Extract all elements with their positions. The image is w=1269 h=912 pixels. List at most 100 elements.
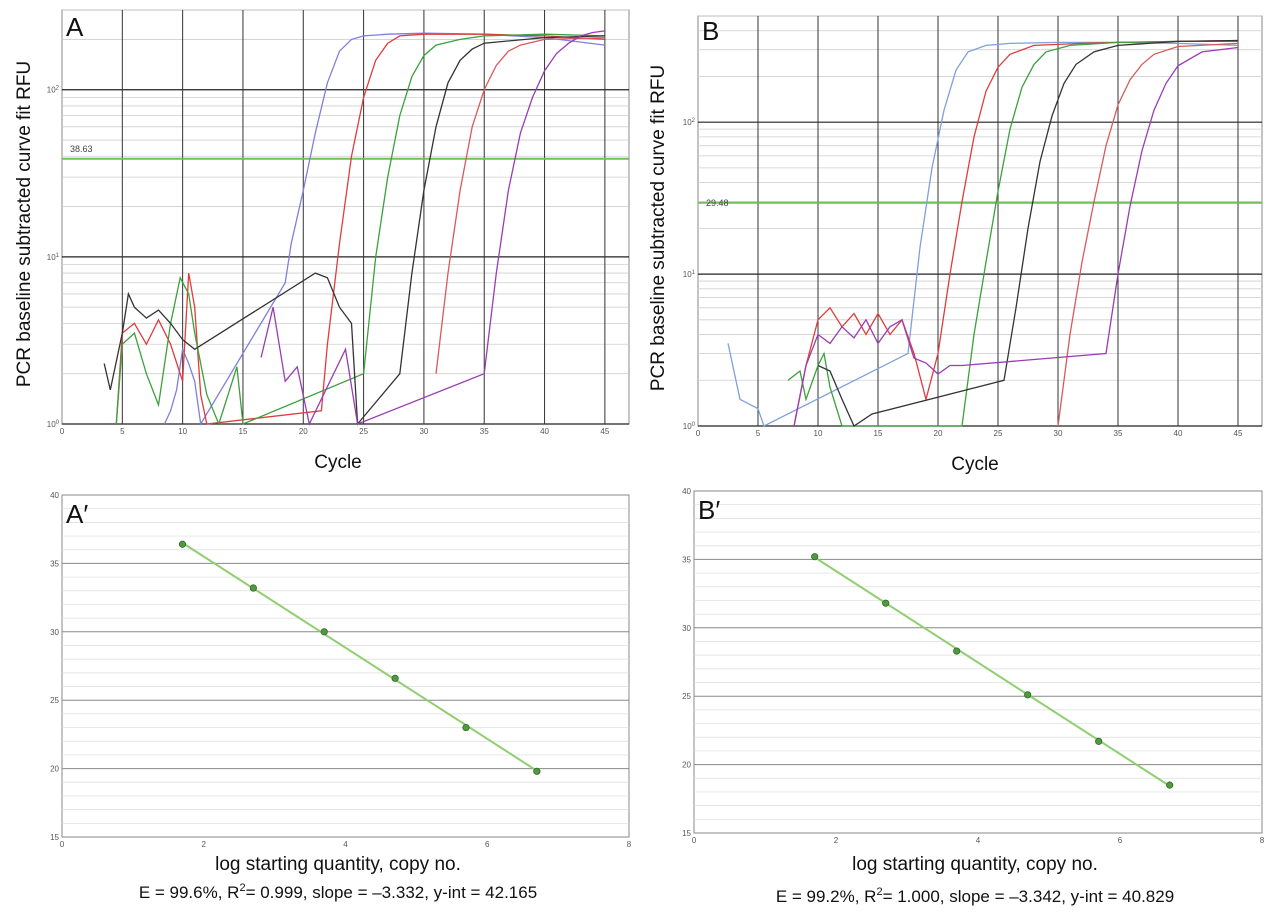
x-tick-label: 20 — [934, 429, 943, 438]
x-tick-label: 6 — [1118, 836, 1123, 845]
panel-letter-b: B — [702, 16, 719, 46]
y-tick-label: 100 — [683, 422, 696, 431]
x-axis-title-a: Cycle — [314, 452, 362, 473]
grid-b-prime: 15 20 25 30 35 40 0 2 4 6 8 — [682, 487, 1265, 845]
y-tick-label: 15 — [682, 829, 691, 838]
y-tick-label: 25 — [50, 696, 59, 705]
amplification-curve-2 — [793, 39, 1239, 427]
y-tick-exponent: 1 — [56, 253, 60, 259]
x-tick-label: 10 — [814, 429, 823, 438]
y-tick-base: 10 — [47, 86, 56, 95]
x-tick-label: 15 — [874, 429, 883, 438]
y-tick-label: 102 — [47, 86, 60, 95]
amplification-curve-3 — [115, 33, 605, 426]
y-tick-base: 10 — [47, 253, 56, 262]
stats-a-prime-sup: 2 — [239, 882, 245, 894]
x-tick-label: 45 — [600, 427, 609, 436]
data-point — [811, 553, 819, 561]
x-tick-label: 25 — [359, 427, 368, 436]
y-tick-label: 102 — [683, 118, 696, 127]
data-point — [953, 647, 961, 655]
x-axis-title-a-prime: log starting quantity, copy no. — [215, 854, 461, 875]
plot-area-b — [697, 15, 1263, 427]
stats-b-prime-suffix: = 1.000, slope = –3.342, y-int = 40.829 — [883, 887, 1175, 906]
stats-b-prime-sup: 2 — [876, 886, 882, 898]
y-tick-base: 10 — [683, 270, 692, 279]
y-tick-label: 35 — [682, 555, 691, 564]
y-axis-title-b: PCR baseline subtracted curve fit RFU — [648, 65, 669, 391]
stats-a-prime: E = 99.6%, R2= 0.999, slope = –3.332, y-… — [139, 882, 537, 902]
plot-area-a-prime — [61, 494, 630, 838]
x-tick-label: 20 — [299, 427, 308, 436]
panel-letter-a: A — [66, 12, 84, 42]
y-tick-exponent: 0 — [56, 420, 60, 426]
fit-line-a-prime — [181, 542, 538, 772]
x-tick-label: 25 — [994, 429, 1003, 438]
amplification-curve-6 — [793, 46, 1239, 427]
x-tick-label: 4 — [343, 840, 348, 849]
stats-a-prime-prefix: E = 99.6%, R — [139, 883, 240, 902]
y-tick-label: 35 — [50, 559, 59, 568]
x-tick-label: 0 — [60, 840, 65, 849]
x-tick-label: 35 — [1114, 429, 1123, 438]
x-tick-label: 0 — [60, 427, 65, 436]
x-tick-label: 0 — [696, 429, 701, 438]
threshold-label-b: 29.48 — [706, 198, 729, 208]
plot-area-a — [61, 9, 630, 425]
x-tick-label: 8 — [1260, 836, 1265, 845]
y-tick-label: 30 — [50, 628, 59, 637]
data-point — [533, 767, 541, 775]
stats-b-prime: E = 99.2%, R2= 1.000, slope = –3.342, y-… — [776, 886, 1174, 906]
amplification-curve-5 — [435, 36, 605, 374]
x-tick-label: 5 — [120, 427, 125, 436]
x-tick-label: 15 — [239, 427, 248, 436]
x-tick-label: 5 — [756, 429, 761, 438]
series-lines-a — [103, 30, 605, 426]
stats-a-prime-suffix: = 0.999, slope = –3.332, y-int = 42.165 — [246, 883, 538, 902]
x-tick-label: 35 — [480, 427, 489, 436]
amplification-curve-6 — [260, 30, 605, 426]
y-tick-label: 15 — [50, 833, 59, 842]
x-tick-label: 30 — [1054, 429, 1063, 438]
regression-line — [181, 542, 538, 772]
y-tick-exponent: 2 — [56, 86, 60, 92]
panel-b-prime: 15 20 25 30 35 40 0 2 4 6 8 B′ log starting quanti… — [682, 487, 1265, 906]
regression-line — [814, 556, 1171, 787]
y-tick-label: 30 — [682, 624, 691, 633]
y-tick-base: 10 — [683, 118, 692, 127]
y-tick-base: 10 — [47, 420, 56, 429]
y-tick-label: 100 — [47, 420, 60, 429]
points-a-prime — [178, 540, 541, 775]
y-tick-base: 10 — [683, 422, 692, 431]
grid-a-prime: 15 20 25 30 35 40 0 2 4 6 8 — [50, 491, 632, 849]
threshold-label-a: 38.63 — [70, 144, 93, 154]
data-point — [1166, 781, 1174, 789]
panel-a-prime: 15 20 25 30 35 40 0 2 4 6 8 A′ log starting quanti… — [50, 491, 632, 902]
x-axis-title-b: Cycle — [951, 454, 999, 475]
amplification-curve-4 — [817, 39, 1239, 427]
y-tick-label: 101 — [683, 270, 696, 279]
panel-letter-b-prime: B′ — [698, 495, 720, 525]
y-tick-label: 20 — [682, 761, 691, 770]
x-tick-label: 2 — [834, 836, 839, 845]
y-tick-label: 40 — [50, 491, 59, 500]
x-tick-label: 8 — [627, 840, 632, 849]
x-tick-label: 4 — [976, 836, 981, 845]
data-point — [320, 628, 328, 636]
x-tick-label: 40 — [540, 427, 549, 436]
amplification-curve-1 — [163, 32, 605, 426]
amplification-curve-4 — [103, 35, 605, 426]
points-b-prime — [811, 553, 1174, 789]
data-point — [882, 599, 890, 607]
y-axis-title-a: PCR baseline subtracted curve fit RFU — [14, 61, 35, 387]
x-tick-label: 30 — [419, 427, 428, 436]
x-tick-label: 45 — [1234, 429, 1243, 438]
x-axis-title-b-prime: log starting quantity, copy no. — [852, 854, 1098, 875]
y-tick-label: 101 — [47, 253, 60, 262]
data-point — [1095, 737, 1103, 745]
